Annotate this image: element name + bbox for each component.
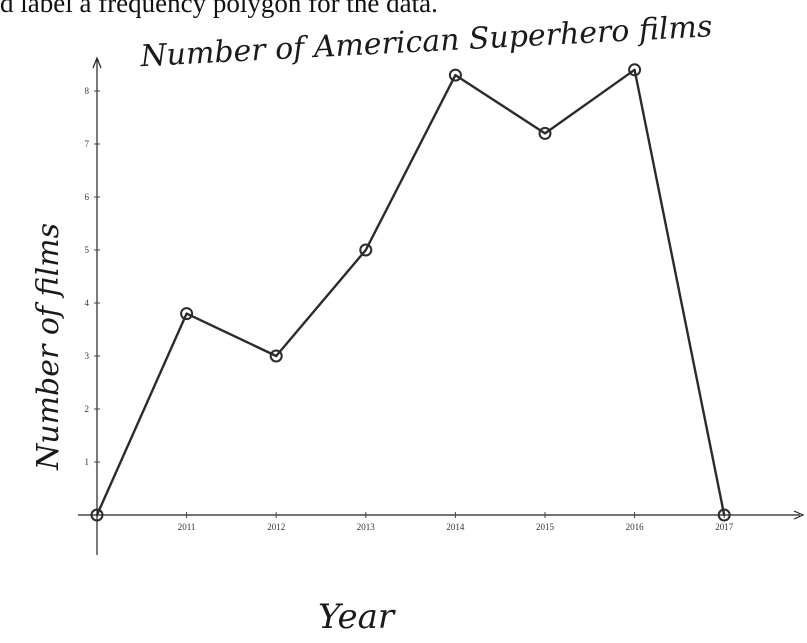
data-point-2015: [538, 126, 552, 140]
x-axis-label: Year: [318, 597, 396, 637]
y-tick-label-7: 7: [85, 139, 90, 149]
x-tick-label-2012: 2012: [267, 522, 285, 532]
x-axis-arrow: [793, 510, 805, 520]
y-tick-label-1: 1: [85, 457, 90, 467]
data-point-2017: [717, 508, 731, 522]
data-point-2016: [628, 63, 642, 77]
y-axis-label: Number of films: [31, 223, 66, 471]
y-tick-label-2: 2: [85, 404, 90, 414]
x-tick-label-2014: 2014: [446, 522, 465, 532]
y-tick-label-4: 4: [85, 298, 90, 308]
data-point-2010: [90, 508, 104, 522]
data-point-2012: [269, 349, 283, 363]
series-group: [90, 63, 731, 522]
x-tick-label-2016: 2016: [626, 522, 645, 532]
y-axis-arrow: [92, 56, 102, 69]
data-point-2013: [359, 243, 373, 257]
x-tick-label-2013: 2013: [357, 522, 376, 532]
y-tick-label-6: 6: [85, 192, 90, 202]
x-tick-label-2011: 2011: [178, 522, 196, 532]
data-point-2011: [180, 307, 194, 321]
exercise-instruction: d label a frequency polygon for the data…: [0, 0, 438, 18]
x-tick-label-2017: 2017: [715, 522, 734, 532]
frequency-polygon-line: [95, 68, 726, 517]
y-tick-label-8: 8: [85, 86, 90, 96]
ticks-group: 2011 2012 2013 2014 2015 2016 2017 1 2 3 4 5 6 7 8: [85, 86, 734, 532]
data-point-2014: [448, 68, 462, 82]
x-tick-label-2015: 2015: [536, 522, 555, 532]
axes-group: [78, 56, 805, 555]
y-tick-label-3: 3: [85, 351, 90, 361]
y-tick-label-5: 5: [85, 245, 90, 255]
chart-title: Number of American Superhero films: [139, 9, 714, 74]
